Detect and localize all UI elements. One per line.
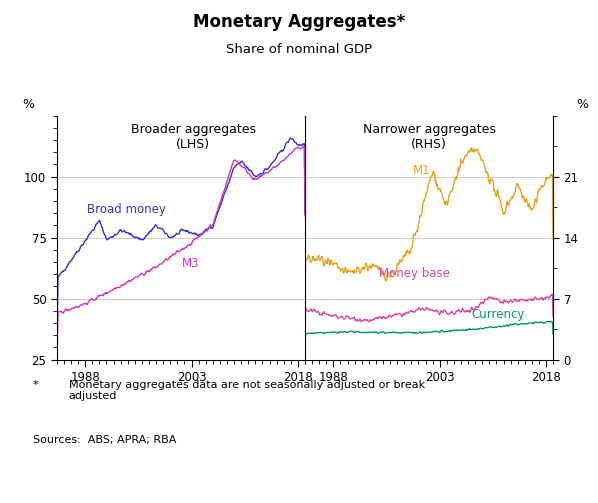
Text: Narrower aggregates
(RHS): Narrower aggregates (RHS) [362, 123, 496, 151]
Text: Sources:  ABS; APRA; RBA: Sources: ABS; APRA; RBA [33, 435, 176, 445]
Text: M3: M3 [182, 257, 200, 270]
Text: Broader aggregates
(LHS): Broader aggregates (LHS) [131, 123, 256, 151]
Text: Share of nominal GDP: Share of nominal GDP [226, 43, 372, 56]
Text: *: * [33, 380, 38, 390]
Text: Monetary aggregates data are not seasonally adjusted or break
adjusted: Monetary aggregates data are not seasona… [69, 380, 425, 401]
Text: Broad money: Broad money [87, 203, 166, 216]
Text: %: % [22, 98, 34, 111]
Text: Monetary Aggregates*: Monetary Aggregates* [193, 13, 405, 31]
Text: Currency: Currency [472, 308, 525, 321]
Text: Money base: Money base [379, 267, 450, 280]
Text: M1: M1 [413, 164, 431, 177]
Text: %: % [576, 98, 588, 111]
